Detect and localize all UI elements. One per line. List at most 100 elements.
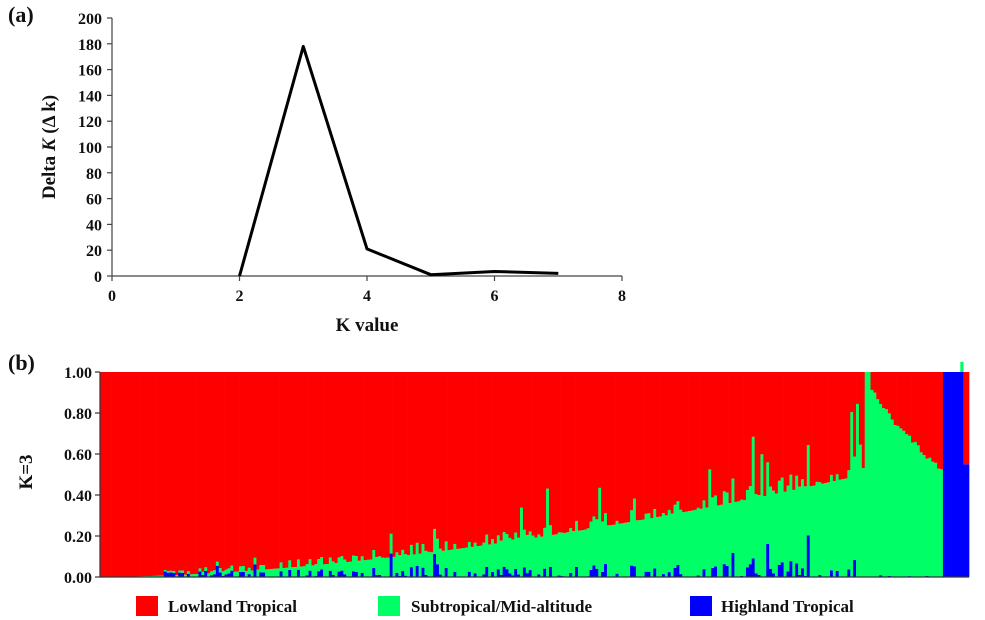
structure-bar-lowland (224, 372, 228, 570)
structure-bar-highland (751, 558, 755, 577)
structure-bar-subtropical (922, 455, 926, 577)
structure-bar-subtropical (241, 566, 246, 572)
structure-bar-highland (482, 574, 486, 577)
structure-bar-highland (798, 574, 802, 577)
structure-bar-subtropical (296, 559, 301, 570)
structure-bar-highland (667, 572, 671, 577)
structure-bar-subtropical (525, 534, 530, 574)
structure-bar-lowland (821, 372, 825, 484)
structure-bar-lowland (476, 372, 480, 547)
structure-bar-subtropical (522, 529, 527, 568)
panel-b-y-tick-label: 0.40 (64, 488, 92, 505)
structure-bar-subtropical (760, 454, 764, 577)
structure-bar-lowland (152, 372, 156, 576)
structure-bar-subtropical (696, 507, 700, 576)
structure-bar-subtropical (774, 493, 779, 577)
structure-bar-highland (818, 575, 822, 577)
structure-bar-lowland (716, 372, 721, 506)
structure-bar-highland (181, 572, 185, 577)
structure-bar-subtropical (447, 549, 451, 577)
structure-bar-subtropical (647, 513, 651, 572)
panel-a-x-tick-label: 4 (363, 288, 371, 305)
structure-bar-lowland (383, 372, 388, 558)
structure-bar-highland (945, 372, 950, 577)
structure-bar-subtropical (800, 479, 805, 569)
structure-bar-subtropical (244, 570, 249, 577)
structure-bar-subtropical (714, 495, 718, 567)
structure-bar-lowland (389, 372, 393, 534)
structure-bar-subtropical (363, 560, 367, 577)
structure-bar-lowland (131, 372, 136, 577)
structure-bar-lowland (896, 372, 900, 426)
structure-bar-lowland (120, 372, 124, 577)
structure-bar-subtropical (186, 571, 191, 574)
structure-bar-subtropical (505, 534, 509, 570)
structure-bar-subtropical (386, 557, 391, 577)
structure-bar-subtropical (841, 479, 845, 577)
structure-bar-lowland (760, 372, 764, 455)
structure-bar-lowland (540, 372, 544, 537)
structure-bar-highland (604, 564, 608, 577)
structure-bar-subtropical (354, 556, 359, 572)
structure-bar-highland (615, 573, 619, 577)
panel-a-y-tick-label: 180 (78, 37, 102, 54)
panel-a-y-tick-label: 20 (86, 243, 102, 260)
structure-bar-lowland (181, 372, 185, 571)
structure-bar-subtropical (685, 511, 689, 577)
structure-bar-highland (279, 571, 283, 577)
structure-bar-highland (409, 567, 414, 577)
structure-bar-lowland (653, 372, 657, 509)
structure-bar-lowland (430, 372, 434, 553)
structure-bar-highland (786, 571, 790, 577)
structure-bar-lowland (441, 372, 446, 551)
structure-bar-lowland (366, 372, 370, 560)
structure-bar-subtropical (456, 548, 460, 577)
structure-bar-lowland (505, 372, 509, 535)
structure-bar-subtropical (803, 486, 808, 576)
structure-bar-subtropical (893, 425, 897, 577)
structure-bar-subtropical (372, 549, 376, 568)
structure-bar-lowland (856, 372, 860, 404)
structure-bar-lowland (323, 372, 327, 565)
structure-bar-subtropical (392, 556, 396, 577)
structure-bar-subtropical (580, 530, 585, 577)
structure-bar-subtropical (520, 507, 524, 577)
structure-bar-highland (647, 571, 651, 577)
structure-bar-subtropical (882, 408, 886, 577)
structure-bar-lowland (534, 372, 538, 538)
structure-bar-highland (499, 574, 503, 577)
structure-bar-lowland (467, 372, 472, 542)
structure-bar-lowland (334, 372, 338, 564)
panel-a-y-tick-label: 0 (94, 269, 102, 286)
structure-bar-highland (528, 570, 532, 577)
structure-bar-subtropical (294, 566, 298, 577)
structure-bar-subtropical (624, 522, 628, 577)
structure-bar-lowland (766, 372, 770, 463)
panel-b-structure-plot: 0.00 0.20 0.40 0.60 0.80 1.00 K=3 (16, 361, 970, 587)
structure-bar-lowland (453, 372, 457, 544)
structure-bar-lowland (798, 372, 802, 487)
structure-bar-lowland (320, 372, 324, 558)
structure-bar-lowland (514, 372, 518, 533)
structure-bar-subtropical (427, 551, 431, 577)
structure-bar-subtropical (928, 457, 932, 577)
structure-bar-subtropical (259, 565, 263, 573)
structure-bar-lowland (635, 372, 640, 521)
structure-bar-lowland (302, 372, 307, 567)
structure-bar-subtropical (502, 532, 506, 567)
structure-bar-subtropical (181, 570, 185, 573)
structure-bar-subtropical (618, 523, 622, 577)
structure-bar-subtropical (867, 372, 871, 577)
structure-bar-subtropical (418, 553, 422, 577)
structure-bar-lowland (754, 372, 758, 495)
structure-bar-subtropical (612, 524, 616, 577)
structure-bar-lowland (711, 372, 715, 498)
structure-bar-lowland (882, 372, 886, 409)
structure-bar-subtropical (433, 528, 437, 555)
structure-bar-lowland (887, 372, 892, 414)
structure-bar-subtropical (404, 554, 408, 576)
structure-bar-subtropical (340, 556, 344, 571)
structure-bar-subtropical (667, 509, 671, 573)
structure-bar-highland (375, 575, 379, 577)
structure-bar-lowland (279, 372, 283, 563)
